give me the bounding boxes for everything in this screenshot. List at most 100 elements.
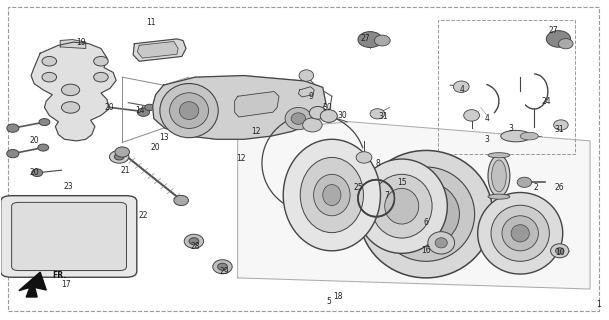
Ellipse shape	[94, 56, 108, 66]
Text: 11: 11	[147, 19, 156, 28]
Text: 29: 29	[219, 267, 229, 276]
Ellipse shape	[417, 205, 435, 223]
Ellipse shape	[356, 152, 372, 163]
Ellipse shape	[491, 160, 506, 192]
Text: 8: 8	[375, 159, 380, 168]
Ellipse shape	[370, 109, 385, 119]
Text: 16: 16	[421, 246, 431, 255]
Text: 15: 15	[397, 178, 407, 187]
Text: 5: 5	[326, 297, 331, 306]
Polygon shape	[228, 104, 279, 133]
Text: 26: 26	[555, 183, 565, 192]
Polygon shape	[138, 42, 178, 58]
Text: 3: 3	[509, 124, 513, 132]
Ellipse shape	[213, 260, 232, 274]
Ellipse shape	[546, 31, 571, 47]
Ellipse shape	[291, 113, 306, 124]
Ellipse shape	[7, 124, 19, 132]
Ellipse shape	[217, 263, 227, 270]
Ellipse shape	[42, 72, 57, 82]
Text: 20: 20	[151, 143, 160, 152]
Ellipse shape	[174, 196, 188, 205]
Text: 20: 20	[29, 136, 39, 145]
Polygon shape	[133, 39, 186, 61]
Text: 30: 30	[337, 111, 347, 120]
Ellipse shape	[314, 174, 350, 216]
Ellipse shape	[551, 244, 569, 258]
Ellipse shape	[378, 167, 474, 261]
Ellipse shape	[160, 84, 218, 138]
Polygon shape	[60, 40, 86, 49]
Ellipse shape	[501, 130, 531, 142]
Text: 25: 25	[353, 183, 363, 192]
Text: 9: 9	[308, 92, 313, 101]
Text: 27: 27	[549, 27, 558, 36]
Ellipse shape	[170, 93, 208, 128]
Ellipse shape	[488, 155, 510, 197]
Ellipse shape	[517, 177, 532, 188]
Text: 6: 6	[424, 218, 429, 227]
Ellipse shape	[115, 147, 130, 157]
Text: 22: 22	[138, 211, 147, 220]
Ellipse shape	[488, 153, 510, 158]
Ellipse shape	[502, 216, 538, 251]
Polygon shape	[19, 272, 46, 297]
Text: 4: 4	[460, 85, 465, 94]
Ellipse shape	[62, 102, 80, 113]
FancyBboxPatch shape	[12, 202, 127, 270]
Text: 30: 30	[323, 103, 333, 112]
Ellipse shape	[320, 110, 337, 123]
Ellipse shape	[555, 248, 564, 254]
Text: 20: 20	[104, 103, 114, 112]
Polygon shape	[238, 122, 590, 289]
Text: 31: 31	[379, 113, 389, 122]
Text: 28: 28	[191, 242, 200, 251]
Ellipse shape	[375, 35, 390, 46]
Ellipse shape	[39, 119, 50, 125]
Ellipse shape	[323, 185, 341, 205]
Ellipse shape	[283, 139, 381, 251]
Ellipse shape	[385, 188, 419, 224]
Ellipse shape	[94, 72, 108, 82]
Ellipse shape	[38, 144, 49, 151]
Ellipse shape	[558, 39, 573, 49]
Ellipse shape	[309, 107, 326, 119]
Ellipse shape	[32, 169, 43, 177]
Text: 20: 20	[29, 168, 39, 177]
Ellipse shape	[62, 84, 80, 96]
Text: FR.: FR.	[52, 271, 66, 280]
Ellipse shape	[110, 150, 129, 163]
Text: 10: 10	[555, 248, 565, 257]
Text: 3: 3	[484, 135, 489, 144]
Text: 2: 2	[533, 183, 538, 192]
Polygon shape	[153, 76, 326, 139]
Text: 21: 21	[121, 166, 130, 175]
Ellipse shape	[359, 150, 493, 278]
Text: 13: 13	[159, 133, 168, 142]
Text: 27: 27	[361, 35, 370, 44]
Ellipse shape	[7, 149, 19, 158]
Text: 31: 31	[555, 125, 565, 134]
Ellipse shape	[42, 56, 57, 66]
Text: 12: 12	[236, 154, 245, 163]
Ellipse shape	[299, 70, 314, 81]
Ellipse shape	[554, 120, 568, 130]
Ellipse shape	[145, 104, 155, 111]
Ellipse shape	[488, 194, 510, 199]
Ellipse shape	[179, 102, 199, 120]
Polygon shape	[224, 103, 283, 136]
Ellipse shape	[303, 118, 322, 132]
Ellipse shape	[453, 81, 469, 92]
Ellipse shape	[520, 132, 538, 140]
Text: 18: 18	[333, 292, 343, 301]
Text: 14: 14	[136, 106, 146, 115]
Text: 7: 7	[384, 190, 389, 200]
Ellipse shape	[511, 225, 529, 242]
Ellipse shape	[300, 157, 364, 233]
Text: 19: 19	[76, 38, 86, 47]
FancyBboxPatch shape	[1, 196, 137, 277]
Ellipse shape	[184, 234, 203, 248]
Ellipse shape	[435, 238, 447, 248]
Ellipse shape	[491, 205, 549, 261]
Ellipse shape	[407, 196, 445, 233]
